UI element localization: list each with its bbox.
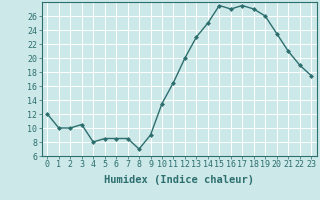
X-axis label: Humidex (Indice chaleur): Humidex (Indice chaleur) — [104, 175, 254, 185]
